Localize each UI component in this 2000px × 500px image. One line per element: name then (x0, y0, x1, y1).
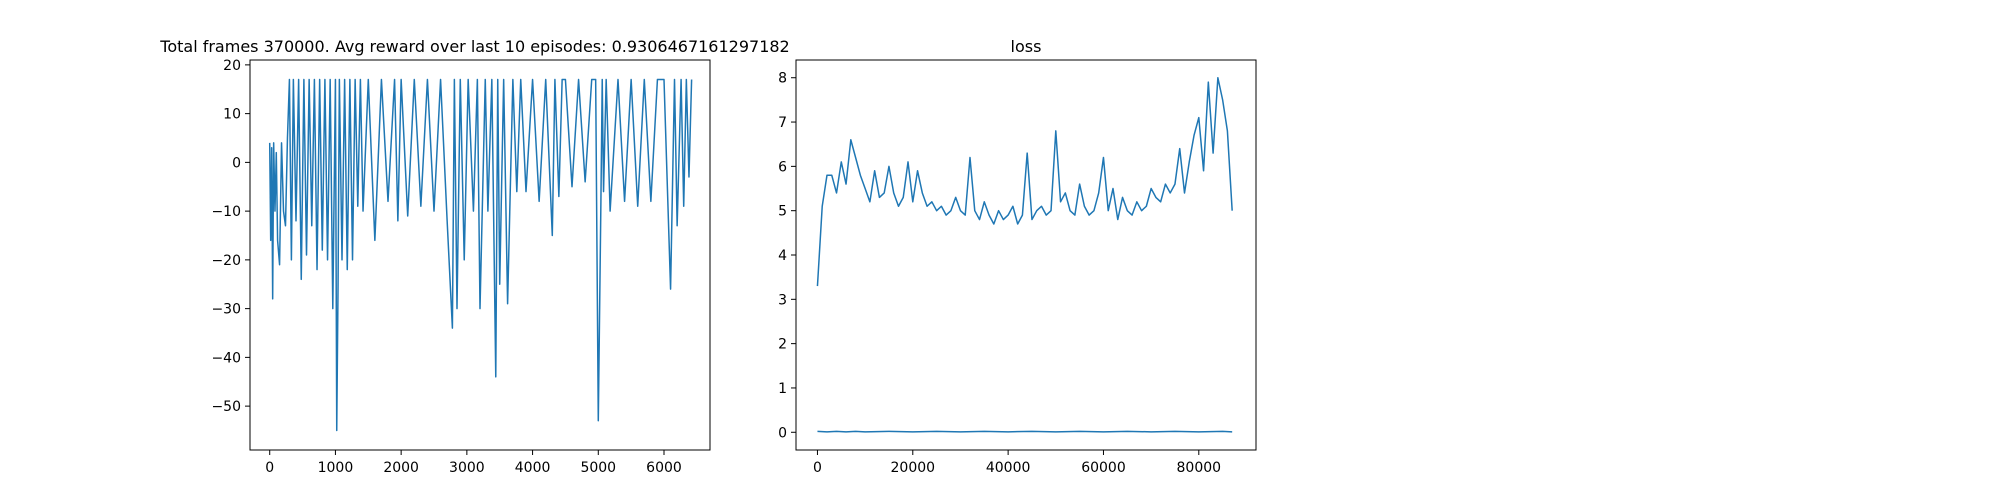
reward-y-tick-label-2: −30 (211, 302, 241, 318)
reward-chart-title: Total frames 370000. Avg reward over las… (159, 37, 789, 56)
reward-y-tick-label-7: 20 (223, 58, 241, 74)
loss-y-tick-label-1: 1 (778, 381, 787, 397)
reward-y-tick-label-1: −40 (211, 350, 241, 366)
reward-x-tick-label-2: 2000 (383, 460, 419, 476)
loss-y-tick-label-2: 2 (778, 337, 787, 353)
reward-plot-frame (249, 59, 711, 451)
reward-x-tick-label-4: 4000 (515, 460, 551, 476)
loss-y-tick-label-7: 7 (778, 115, 787, 131)
reward-y-tick-label-0: −50 (211, 399, 241, 415)
reward-y-tick-label-6: 10 (223, 107, 241, 123)
reward-series-line-0 (268, 78, 693, 432)
reward-x-tick-label-1: 1000 (318, 460, 354, 476)
loss-x-tick-label-4: 80000 (1177, 460, 1222, 476)
loss-y-tick-label-4: 4 (778, 248, 787, 264)
reward-y-tick-label-3: −20 (211, 253, 241, 269)
reward-x-tick-label-0: 0 (265, 460, 274, 476)
reward-y-tick-label-4: −10 (211, 204, 241, 220)
loss-y-tick-label-5: 5 (778, 204, 787, 220)
loss-y-tick-label-8: 8 (778, 71, 787, 87)
loss-y-axis: 0 1 2 3 4 5 6 7 8 (778, 71, 796, 441)
reward-y-axis: −50 −40 −30 −20 −10 0 10 20 (211, 58, 250, 415)
loss-x-axis: 0 20000 40000 60000 80000 (813, 450, 1221, 476)
reward-plot-area (268, 78, 693, 432)
reward-x-tick-label-3: 3000 (449, 460, 485, 476)
loss-plot-area (816, 76, 1233, 433)
reward-chart: Total frames 370000. Avg reward over las… (159, 37, 789, 476)
reward-x-axis: 0 1000 2000 3000 4000 5000 6000 (265, 450, 682, 476)
loss-chart: loss 0 20000 40000 60000 80000 0 1 2 3 4 5 6 7 8 (778, 37, 1257, 476)
loss-x-tick-label-0: 0 (813, 460, 822, 476)
loss-series-line-0 (816, 76, 1233, 287)
loss-y-tick-label-6: 6 (778, 159, 787, 175)
reward-y-tick-label-5: 0 (232, 155, 241, 171)
loss-y-tick-label-0: 0 (778, 425, 787, 441)
loss-x-tick-label-3: 60000 (1081, 460, 1126, 476)
loss-y-tick-label-3: 3 (778, 292, 787, 308)
reward-x-tick-label-6: 6000 (646, 460, 682, 476)
loss-x-tick-label-1: 20000 (891, 460, 936, 476)
loss-x-tick-label-2: 40000 (986, 460, 1031, 476)
loss-chart-title: loss (1011, 37, 1042, 56)
reward-x-tick-label-5: 5000 (580, 460, 616, 476)
